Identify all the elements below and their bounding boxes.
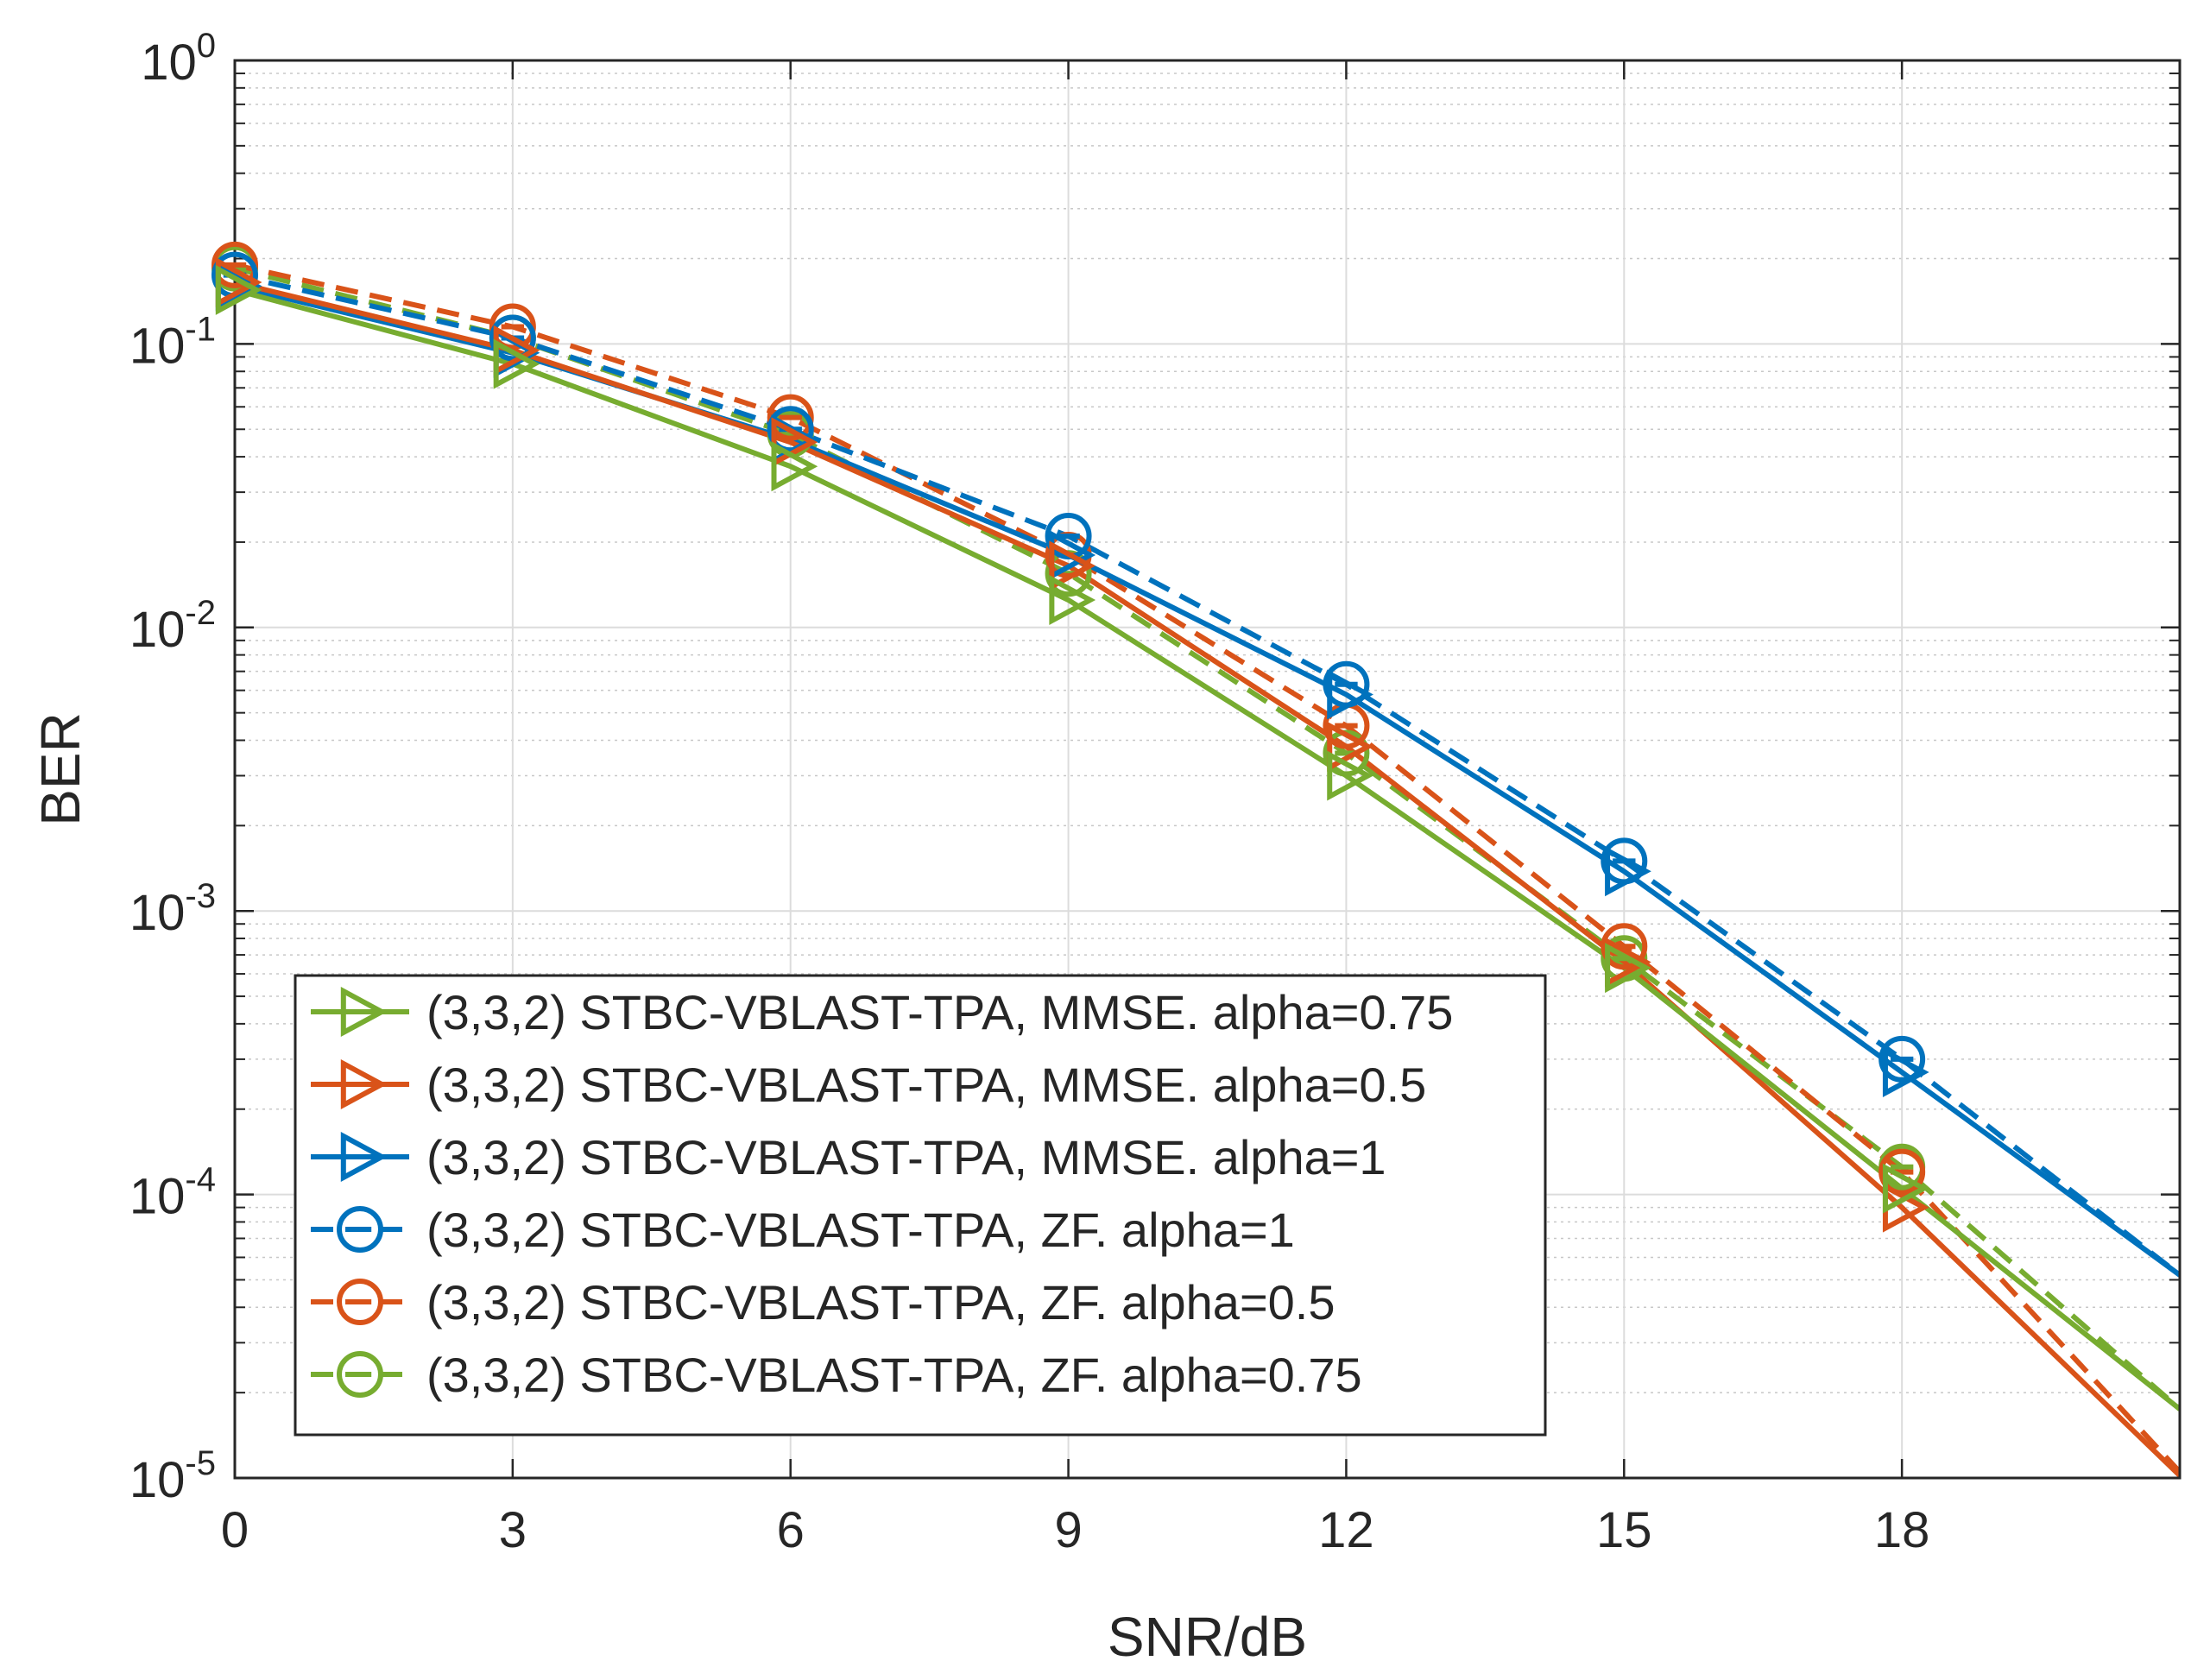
x-tick-label: 12 bbox=[1318, 1502, 1374, 1558]
y-tick-label: 10-2 bbox=[129, 594, 216, 658]
y-tick-label: 10-5 bbox=[129, 1444, 216, 1508]
y-tick-label: 100 bbox=[141, 27, 216, 91]
series-2-marker-3 bbox=[1049, 540, 1096, 591]
series-layer bbox=[235, 262, 2180, 1478]
series-6-line bbox=[235, 265, 2180, 1412]
legend-label-4: (3,3,2) STBC-VBLAST-TPA, ZF. alpha=1 bbox=[426, 1203, 1295, 1257]
legend-label-6: (3,3,2) STBC-VBLAST-TPA, ZF. alpha=0.75 bbox=[426, 1348, 1362, 1402]
marker-circle bbox=[1878, 1035, 1926, 1083]
series-4-line bbox=[235, 272, 2180, 1278]
legend-marker-1 bbox=[340, 986, 388, 1038]
marker-circle bbox=[337, 1351, 383, 1398]
series-2-line bbox=[235, 280, 2180, 1478]
x-tick-label: 9 bbox=[1054, 1502, 1082, 1558]
x-tick-label: 18 bbox=[1874, 1502, 1930, 1558]
legend-marker-4 bbox=[337, 1206, 383, 1253]
marker-circle bbox=[337, 1279, 383, 1325]
legend-label-5: (3,3,2) STBC-VBLAST-TPA, ZF. alpha=0.5 bbox=[426, 1275, 1335, 1329]
series-1-marker-3 bbox=[1049, 574, 1096, 626]
series-1-marker-0 bbox=[215, 264, 262, 315]
series-3-marker-6 bbox=[1882, 1046, 1929, 1097]
series-1-marker-1 bbox=[493, 338, 540, 389]
legend-marker-3 bbox=[340, 1131, 388, 1183]
series-3-marker-4 bbox=[1327, 669, 1373, 720]
y-tick-label: 10-1 bbox=[129, 310, 216, 374]
axes-box bbox=[233, 59, 2182, 1480]
legend: (3,3,2) STBC-VBLAST-TPA, MMSE. alpha=0.7… bbox=[294, 974, 1547, 1437]
legend-label-2: (3,3,2) STBC-VBLAST-TPA, MMSE. alpha=0.5 bbox=[426, 1058, 1426, 1112]
marker-circle bbox=[489, 314, 536, 362]
series-1-marker-2 bbox=[771, 441, 818, 492]
legend-marker-2 bbox=[340, 1058, 388, 1110]
series-3-marker-5 bbox=[1605, 846, 1651, 897]
marker-circle bbox=[489, 303, 536, 351]
series-2-marker-2 bbox=[771, 417, 818, 468]
tick-labels: 10-5 10-4 10-3 10-2 10-1 100 0 3 6 9 12 15 18 bbox=[129, 27, 1929, 1558]
marker-circle bbox=[337, 1206, 383, 1253]
legend-box bbox=[294, 974, 1547, 1437]
ticks bbox=[233, 59, 2180, 1480]
series-1-marker-4 bbox=[1327, 750, 1373, 801]
series-5-marker-2 bbox=[767, 394, 814, 441]
marker-circle bbox=[1601, 923, 1648, 970]
x-axis-label: SNR/dB bbox=[1108, 1606, 1307, 1668]
x-tick-label: 15 bbox=[1596, 1502, 1652, 1558]
series-1-line bbox=[235, 287, 2180, 1412]
series-5-marker-1 bbox=[489, 303, 536, 351]
series-1-marker-6 bbox=[1882, 1163, 1929, 1214]
marker-circle bbox=[767, 394, 814, 441]
series-2-marker-4 bbox=[1327, 721, 1373, 772]
series-5-line bbox=[235, 262, 2180, 1475]
series-1-marker-5 bbox=[1605, 943, 1651, 994]
marker-layer bbox=[212, 241, 1929, 1233]
y-tick-label: 10-3 bbox=[129, 877, 216, 941]
legend-marker-6 bbox=[337, 1351, 383, 1398]
legend-label-1: (3,3,2) STBC-VBLAST-TPA, MMSE. alpha=0.7… bbox=[426, 985, 1453, 1039]
legend-label-3: (3,3,2) STBC-VBLAST-TPA, MMSE. alpha=1 bbox=[426, 1130, 1386, 1184]
x-tick-label: 3 bbox=[499, 1502, 527, 1558]
legend-marker-5 bbox=[337, 1279, 383, 1325]
y-axis-label: BER bbox=[29, 712, 92, 826]
x-tick-label: 6 bbox=[777, 1502, 805, 1558]
x-tick-label: 0 bbox=[221, 1502, 249, 1558]
y-tick-label: 10-4 bbox=[129, 1161, 216, 1225]
